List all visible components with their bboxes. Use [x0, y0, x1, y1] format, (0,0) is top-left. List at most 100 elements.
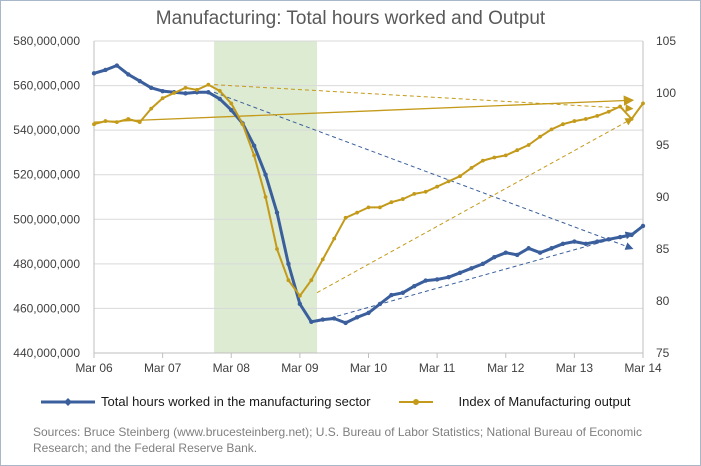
hours-data-point — [263, 172, 268, 177]
hours-data-point — [583, 241, 589, 246]
source-note: Sources: Bruce Steinberg (www.brucestein… — [33, 425, 642, 455]
output-data-point — [263, 195, 268, 199]
y-right-tick-label: 85 — [656, 242, 670, 256]
hours-data-point — [503, 250, 508, 255]
hours-data-point — [572, 239, 577, 244]
hours-data-point — [492, 254, 497, 260]
hours-data-point — [354, 315, 360, 320]
output-data-point — [183, 85, 188, 90]
hours-data-point — [480, 261, 486, 267]
output-data-point — [126, 117, 131, 121]
hours-data-point — [114, 63, 120, 68]
output-data-point — [641, 101, 645, 106]
y-left-tick-label: 440,000,000 — [13, 346, 80, 360]
hours-data-point — [137, 78, 142, 84]
hours-data-point — [595, 239, 600, 244]
x-tick-label: Mar 08 — [213, 361, 251, 375]
hours-data-point — [400, 290, 406, 296]
output-data-point — [114, 120, 119, 125]
x-tick-label: Mar 14 — [624, 361, 662, 375]
y-left-tick-label: 500,000,000 — [13, 212, 80, 226]
output-data-point — [240, 122, 245, 127]
hours-data-point — [103, 67, 108, 73]
output-data-point — [606, 109, 611, 114]
y-left-tick-label: 580,000,000 — [13, 34, 80, 48]
y-left-tick-label: 520,000,000 — [13, 168, 80, 182]
output-data-point — [400, 197, 405, 201]
output-data-point — [275, 247, 279, 251]
y-right-tick-label: 100 — [656, 86, 676, 100]
output-data-point — [160, 96, 165, 101]
hours-data-point — [309, 319, 314, 324]
hours-data-point — [126, 72, 131, 77]
legend-label-hours: Total hours worked in the manufacturing … — [101, 394, 371, 409]
output-data-point — [412, 191, 417, 196]
legend-swatch-hours — [41, 397, 95, 406]
output-data-point — [286, 278, 291, 283]
x-tick-label: Mar 10 — [350, 361, 388, 375]
hours-data-point — [434, 277, 440, 282]
hours-data-point — [537, 250, 543, 255]
output-data-point — [355, 210, 359, 215]
output-data-point — [217, 89, 222, 93]
hours-data-point — [274, 210, 280, 215]
x-tick-label: Mar 11 — [419, 361, 456, 375]
hours-data-point — [617, 234, 623, 240]
output-data-point — [629, 117, 634, 121]
hours-data-point — [91, 71, 97, 76]
hours-data-point — [560, 241, 566, 246]
output-data-point — [423, 189, 428, 194]
output-data-point — [309, 278, 314, 283]
trend-arrow — [316, 231, 634, 323]
hours-data-point — [229, 107, 234, 113]
trend-arrow — [213, 91, 634, 250]
output-data-point — [378, 205, 382, 210]
hours-data-point — [457, 270, 463, 275]
hours-data-point — [160, 88, 165, 94]
y-left-tick-label: 540,000,000 — [13, 123, 80, 137]
hours-data-point — [514, 252, 520, 258]
output-data-point — [435, 184, 440, 189]
output-data-point — [206, 82, 211, 87]
output-data-point — [526, 143, 531, 147]
output-data-point — [549, 127, 554, 132]
output-data-point — [595, 113, 600, 118]
hours-data-point — [331, 316, 337, 321]
trend-arrow — [93, 95, 635, 123]
output-data-point — [572, 119, 577, 123]
output-data-point — [297, 293, 302, 298]
output-data-point — [561, 122, 565, 127]
hours-data-point — [183, 91, 188, 96]
output-data-point — [252, 153, 257, 158]
output-data-point — [583, 117, 588, 121]
hours-data-point — [389, 292, 394, 298]
hours-data-point — [640, 223, 646, 229]
output-data-point — [458, 174, 462, 179]
legend-item-hours: Total hours worked in the manufacturing … — [41, 394, 371, 409]
output-data-point — [446, 179, 451, 184]
output-data-point — [343, 215, 348, 220]
output-data-point — [469, 165, 474, 170]
output-data-point — [492, 155, 497, 160]
x-tick-label: Mar 13 — [556, 361, 594, 375]
y-right-tick-label: 95 — [656, 138, 670, 152]
hours-data-point — [286, 261, 291, 267]
legend-item-output: Index of Manufacturing output — [398, 394, 631, 409]
hours-data-point — [423, 278, 428, 283]
output-data-point — [618, 104, 623, 109]
legend-label-output: Index of Manufacturing output — [458, 394, 631, 409]
y-right-tick-label: 90 — [656, 190, 670, 204]
hours-data-point — [217, 96, 223, 102]
y-right-tick-label: 75 — [656, 346, 670, 360]
hours-data-point — [446, 275, 451, 280]
output-data-point — [172, 91, 176, 95]
hours-data-point — [377, 301, 383, 307]
hours-data-point — [366, 310, 371, 316]
y-left-tick-label: 480,000,000 — [13, 257, 80, 271]
x-tick-label: Mar 12 — [487, 361, 525, 375]
hours-data-point — [320, 317, 325, 322]
y-right-tick-label: 80 — [656, 294, 670, 308]
legend-swatch-output — [398, 398, 433, 405]
hours-data-point — [629, 232, 634, 238]
